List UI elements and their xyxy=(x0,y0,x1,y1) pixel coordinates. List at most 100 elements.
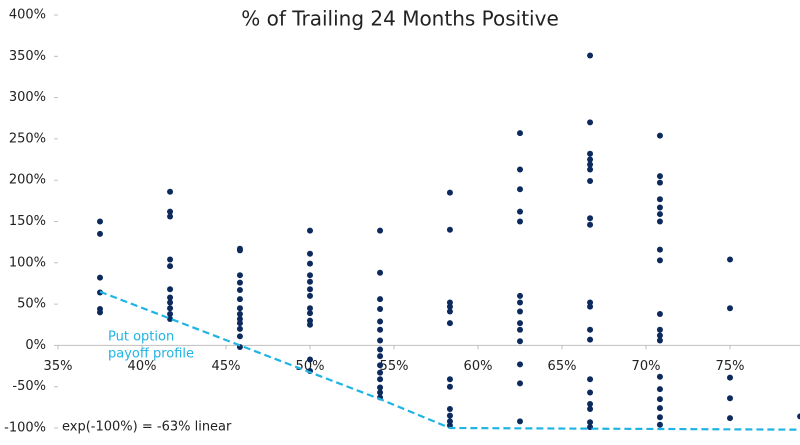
x-tick-label: 65% xyxy=(548,359,577,374)
data-point xyxy=(307,250,313,257)
data-point xyxy=(307,272,313,279)
data-point xyxy=(727,256,733,263)
data-point xyxy=(377,389,384,396)
data-point xyxy=(727,395,733,402)
data-point xyxy=(656,132,663,139)
data-point xyxy=(656,311,663,318)
data-point xyxy=(587,389,594,396)
data-point xyxy=(656,204,663,211)
data-point xyxy=(377,384,384,391)
data-point xyxy=(167,188,174,195)
data-point xyxy=(517,299,523,306)
data-point xyxy=(307,321,313,328)
data-point xyxy=(446,226,453,233)
data-point xyxy=(307,260,313,267)
x-tick-label: 50% xyxy=(296,359,325,374)
y-tick-label: 350% xyxy=(9,49,46,64)
data-point xyxy=(727,415,733,422)
data-point xyxy=(656,196,663,203)
data-point xyxy=(446,308,453,315)
data-point xyxy=(587,178,594,185)
data-point xyxy=(587,406,594,413)
data-point xyxy=(517,166,523,173)
data-point xyxy=(517,418,523,425)
data-point xyxy=(656,421,663,428)
x-tick-label: 70% xyxy=(632,359,661,374)
data-point xyxy=(587,336,594,343)
data-point xyxy=(236,296,243,303)
data-point xyxy=(517,130,523,137)
data-point xyxy=(587,419,594,426)
data-point xyxy=(656,373,663,380)
y-tick-label: -100% xyxy=(4,421,46,436)
y-tick-label: 200% xyxy=(9,173,46,188)
data-point xyxy=(167,305,174,312)
data-point xyxy=(656,257,663,264)
data-point xyxy=(167,286,174,293)
data-point xyxy=(167,294,174,301)
data-point xyxy=(377,362,384,369)
data-point xyxy=(656,326,663,333)
y-tick-label: 400% xyxy=(9,8,46,23)
data-point xyxy=(587,401,594,408)
data-point xyxy=(587,156,594,163)
data-point xyxy=(587,376,594,383)
data-point xyxy=(446,406,453,413)
annotation: payoff profile xyxy=(108,347,194,362)
data-point xyxy=(307,292,313,299)
data-point xyxy=(446,303,453,310)
data-point xyxy=(587,303,594,310)
data-point xyxy=(446,320,453,327)
data-point xyxy=(517,361,523,368)
data-point xyxy=(656,211,663,218)
data-point xyxy=(236,247,243,254)
payoff-line xyxy=(99,290,800,431)
data-point xyxy=(167,315,174,322)
data-point xyxy=(587,215,594,222)
data-point xyxy=(307,310,313,317)
y-tick-label: 50% xyxy=(17,297,46,312)
data-point xyxy=(97,218,103,225)
data-point xyxy=(517,208,523,215)
data-point xyxy=(727,305,733,312)
data-point xyxy=(307,317,313,324)
data-point xyxy=(656,396,663,403)
data-point xyxy=(236,287,243,294)
y-tick-label: 100% xyxy=(9,255,46,270)
data-point xyxy=(97,309,103,316)
annotation: Put option xyxy=(108,330,174,345)
data-point xyxy=(517,292,523,299)
data-point xyxy=(587,161,594,168)
data-point xyxy=(446,412,453,419)
data-point xyxy=(446,189,453,196)
data-point xyxy=(517,218,523,225)
data-point xyxy=(97,230,103,237)
data-point xyxy=(236,333,243,340)
data-point xyxy=(377,269,384,276)
data-point xyxy=(517,380,523,387)
data-point xyxy=(656,386,663,393)
x-tick-label: 35% xyxy=(44,359,73,374)
data-point xyxy=(236,279,243,286)
data-point xyxy=(377,353,384,360)
data-point xyxy=(307,227,313,234)
data-point xyxy=(587,52,594,59)
x-tick-label: 45% xyxy=(212,359,241,374)
data-point xyxy=(656,414,663,421)
data-point xyxy=(377,306,384,313)
data-point xyxy=(236,305,243,312)
data-point xyxy=(797,413,800,420)
annotation: exp(-100%) = -63% linear xyxy=(62,420,232,435)
data-point xyxy=(97,274,103,281)
data-point xyxy=(517,326,523,333)
data-point xyxy=(377,318,384,325)
data-point xyxy=(236,320,243,327)
data-point xyxy=(446,376,453,383)
data-point xyxy=(656,173,663,180)
y-tick-label: 300% xyxy=(9,90,46,105)
data-point xyxy=(377,326,384,333)
data-point xyxy=(377,227,384,234)
x-tick-label: 60% xyxy=(464,359,493,374)
data-point xyxy=(167,263,174,270)
